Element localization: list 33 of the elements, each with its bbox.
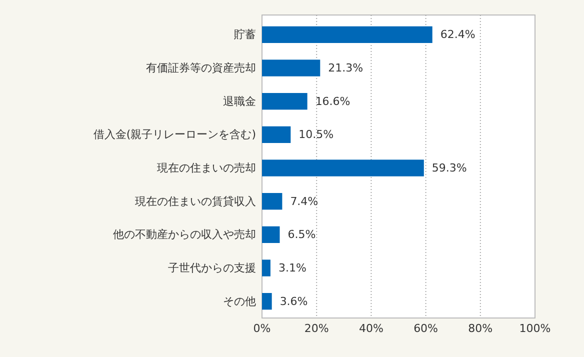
data-label: 10.5% (298, 128, 334, 142)
x-tick-label: 100% (519, 322, 551, 335)
data-label: 3.1% (278, 262, 306, 274)
y-tick-label: 現在の住まいの賃貸収入 (135, 194, 256, 208)
data-label: 62.4% (440, 28, 476, 42)
y-tick-label: 貯蓄 (234, 28, 256, 42)
bar (262, 226, 280, 243)
data-label: 16.6% (315, 94, 350, 108)
data-label: 7.4% (290, 194, 318, 208)
x-tick-label: 60% (414, 322, 438, 335)
data-label: 59.3% (432, 162, 467, 174)
x-tick-label: 20% (304, 322, 329, 335)
bar (262, 160, 424, 176)
bar (262, 193, 282, 210)
x-tick-label: 40% (358, 322, 384, 335)
y-tick-label: 退職金 (223, 94, 256, 108)
y-tick-label: 他の不動産からの収入や売却 (113, 228, 256, 242)
bar (262, 260, 270, 276)
y-tick-label: その他 (223, 294, 256, 308)
y-tick-label: 現在の住まいの売却 (157, 162, 256, 174)
y-tick-label: 借入金(親子リレーローンを含む) (93, 128, 256, 142)
bar (262, 26, 432, 43)
bar (262, 293, 272, 310)
y-tick-label: 子世代からの支援 (168, 262, 256, 274)
data-label: 3.6% (280, 294, 308, 308)
bar (262, 93, 308, 110)
x-tick-label: 0% (253, 322, 271, 335)
data-label: 6.5% (288, 228, 316, 242)
bar (262, 126, 291, 143)
bar (262, 60, 320, 76)
x-tick-label: 80% (468, 322, 493, 335)
y-tick-label: 有価証券等の資産売却 (146, 62, 256, 74)
data-label: 21.3% (328, 62, 364, 74)
